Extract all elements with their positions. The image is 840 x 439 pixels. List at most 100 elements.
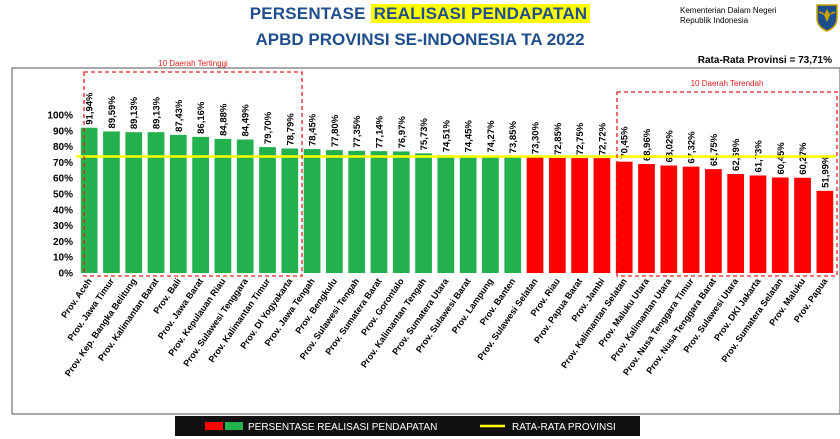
bar [259, 147, 276, 273]
bar [348, 150, 366, 273]
y-tick-label: 70% [53, 158, 73, 169]
value-label: 68,02% [664, 130, 675, 163]
legend-series-label: PERSENTASE REALISASI PENDAPATAN [248, 422, 437, 433]
bar [192, 136, 209, 273]
bar [705, 169, 722, 273]
bar [80, 127, 98, 273]
y-tick-label: 0% [59, 269, 74, 280]
y-tick-label: 20% [53, 237, 73, 248]
value-label: 72,85% [553, 122, 564, 155]
bar [548, 157, 566, 273]
value-label: 89,59% [107, 96, 118, 129]
value-label: 76,97% [397, 116, 408, 149]
legend-red-swatch [205, 422, 223, 430]
bar [326, 150, 343, 273]
bottom10-label: 10 Daerah Terendah [691, 79, 764, 88]
bar [526, 157, 544, 273]
value-label: 87,43% [174, 99, 185, 132]
bar [727, 173, 745, 273]
value-label: 77,14% [374, 115, 385, 148]
value-label: 51,99% [820, 155, 831, 188]
value-label: 84,49% [241, 104, 252, 137]
value-label: 86,16% [196, 101, 207, 134]
title-highlight: REALISASI PENDAPATAN [370, 4, 591, 23]
bar [214, 138, 232, 273]
value-label: 74,51% [441, 120, 452, 153]
garuda-emblem-icon [816, 4, 838, 32]
bar [392, 151, 410, 273]
top10-annotation-box [83, 71, 303, 277]
bar [125, 132, 143, 273]
value-label: 91,94% [85, 92, 96, 125]
bar [771, 177, 789, 273]
value-label: 73,30% [531, 121, 542, 154]
bar [682, 166, 700, 273]
ministry-line2: Republik Indonesia [680, 16, 749, 25]
chart-title-line2: APBD PROVINSI SE-INDONESIA TA 2022 [255, 30, 585, 49]
value-label: 72,75% [575, 122, 586, 155]
bar [593, 158, 611, 273]
bar [816, 190, 834, 273]
value-label: 89,13% [152, 96, 163, 129]
bar [437, 155, 455, 273]
bar [459, 155, 477, 273]
bar [415, 153, 432, 273]
value-label: 68,96% [642, 128, 653, 161]
y-tick-label: 60% [53, 174, 73, 185]
bar [236, 139, 254, 273]
value-label: 77,80% [330, 114, 341, 147]
y-tick-label: 80% [53, 142, 73, 153]
ministry-line1: Kementerian Dalam Negeri [680, 6, 777, 15]
value-label: 79,70% [263, 111, 274, 144]
ministry-name: Kementerian Dalam Negeri Republik Indone… [680, 6, 810, 26]
y-tick-label: 100% [47, 111, 73, 122]
average-label: Rata-Rata Provinsi = 73,71% [697, 55, 832, 66]
bar [638, 164, 655, 273]
y-tick-label: 30% [53, 221, 73, 232]
value-label: 78,79% [285, 113, 296, 146]
value-label: 75,73% [419, 118, 430, 151]
bars [80, 127, 834, 273]
value-label: 65,75% [709, 133, 720, 166]
value-label: 72,72% [597, 122, 608, 155]
bar [281, 148, 299, 273]
bar [169, 134, 187, 273]
title-part1: PERSENTASE [249, 4, 371, 23]
value-label: 89,13% [129, 96, 140, 129]
value-label: 74,45% [464, 120, 475, 153]
top10-label: 10 Daerah Tertinggi [158, 59, 228, 68]
bar [794, 177, 811, 273]
y-tick-label: 10% [53, 253, 73, 264]
value-label: 60,27% [798, 142, 809, 175]
y-tick-label: 50% [53, 190, 73, 201]
value-label: 74,27% [486, 120, 497, 153]
y-tick-label: 90% [53, 126, 73, 137]
legend-average-label: RATA-RATA PROVINSI [512, 422, 616, 433]
value-label: 60,45% [776, 142, 787, 175]
bar [482, 155, 499, 273]
y-tick-label: 40% [53, 205, 73, 216]
bar [749, 175, 767, 273]
bar [370, 151, 388, 273]
value-label: 78,45% [308, 113, 319, 146]
value-labels: 91,94% 89,59% 89,13% 89,13% 87,43% 86,16% 84,8… [85, 92, 832, 188]
bar [615, 161, 633, 273]
value-label: 84,88% [218, 103, 229, 136]
legend: PERSENTASE REALISASI PENDAPATAN RATA-RAT… [175, 416, 640, 436]
bar [504, 156, 522, 273]
value-label: 70,45% [620, 126, 631, 159]
y-axis: 0% 10% 20% 30% 40% 50% 60% 70% 80% 90% 100% [47, 111, 73, 280]
value-label: 77,35% [352, 115, 363, 148]
value-label: 73,85% [508, 121, 519, 154]
bar [147, 132, 165, 273]
chart-title-line1: PERSENTASE REALISASI PENDAPATAN [0, 4, 840, 24]
bar [660, 165, 678, 273]
bar [303, 149, 321, 273]
bar [103, 131, 120, 273]
legend-green-swatch [225, 422, 243, 430]
value-label: 67,32% [687, 131, 698, 164]
bottom10-annotation-box [616, 91, 838, 277]
value-label: 62,69% [731, 138, 742, 171]
